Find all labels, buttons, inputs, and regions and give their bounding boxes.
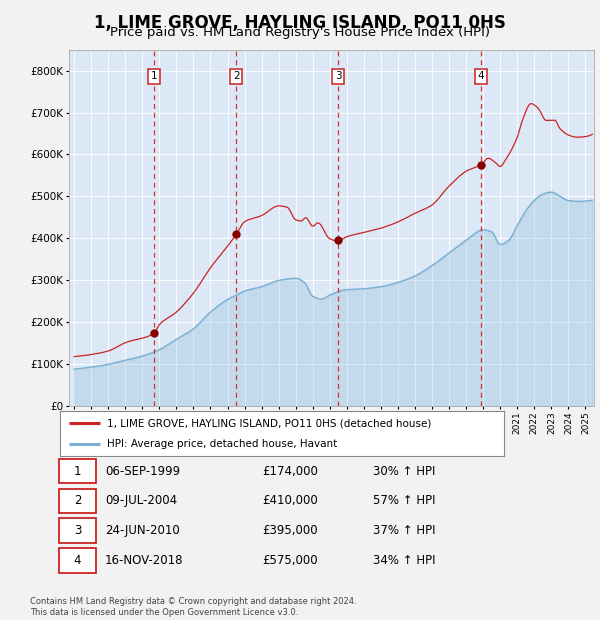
Text: 1: 1 bbox=[151, 71, 157, 81]
Text: 1: 1 bbox=[74, 465, 81, 477]
Text: HPI: Average price, detached house, Havant: HPI: Average price, detached house, Hava… bbox=[107, 438, 337, 449]
Text: 2: 2 bbox=[233, 71, 239, 81]
Text: 16-NOV-2018: 16-NOV-2018 bbox=[105, 554, 184, 567]
Text: 09-JUL-2004: 09-JUL-2004 bbox=[105, 495, 177, 507]
Text: 06-SEP-1999: 06-SEP-1999 bbox=[105, 465, 180, 477]
FancyBboxPatch shape bbox=[59, 489, 96, 513]
Text: 24-JUN-2010: 24-JUN-2010 bbox=[105, 525, 180, 537]
Text: 2: 2 bbox=[74, 495, 81, 507]
Text: 4: 4 bbox=[478, 71, 484, 81]
Text: 57% ↑ HPI: 57% ↑ HPI bbox=[373, 495, 436, 507]
Text: £395,000: £395,000 bbox=[262, 525, 317, 537]
Text: £575,000: £575,000 bbox=[262, 554, 317, 567]
FancyBboxPatch shape bbox=[59, 518, 96, 543]
FancyBboxPatch shape bbox=[59, 548, 96, 573]
Text: 37% ↑ HPI: 37% ↑ HPI bbox=[373, 525, 436, 537]
Text: £410,000: £410,000 bbox=[262, 495, 317, 507]
Text: 1, LIME GROVE, HAYLING ISLAND, PO11 0HS: 1, LIME GROVE, HAYLING ISLAND, PO11 0HS bbox=[94, 14, 506, 32]
Text: 34% ↑ HPI: 34% ↑ HPI bbox=[373, 554, 436, 567]
Text: Price paid vs. HM Land Registry's House Price Index (HPI): Price paid vs. HM Land Registry's House … bbox=[110, 26, 490, 39]
Text: 4: 4 bbox=[74, 554, 81, 567]
Text: 30% ↑ HPI: 30% ↑ HPI bbox=[373, 465, 436, 477]
FancyBboxPatch shape bbox=[59, 459, 96, 484]
Text: 1, LIME GROVE, HAYLING ISLAND, PO11 0HS (detached house): 1, LIME GROVE, HAYLING ISLAND, PO11 0HS … bbox=[107, 418, 431, 428]
Text: 3: 3 bbox=[74, 525, 81, 537]
Text: £174,000: £174,000 bbox=[262, 465, 317, 477]
Text: 3: 3 bbox=[335, 71, 341, 81]
Text: Contains HM Land Registry data © Crown copyright and database right 2024.
This d: Contains HM Land Registry data © Crown c… bbox=[30, 598, 356, 617]
